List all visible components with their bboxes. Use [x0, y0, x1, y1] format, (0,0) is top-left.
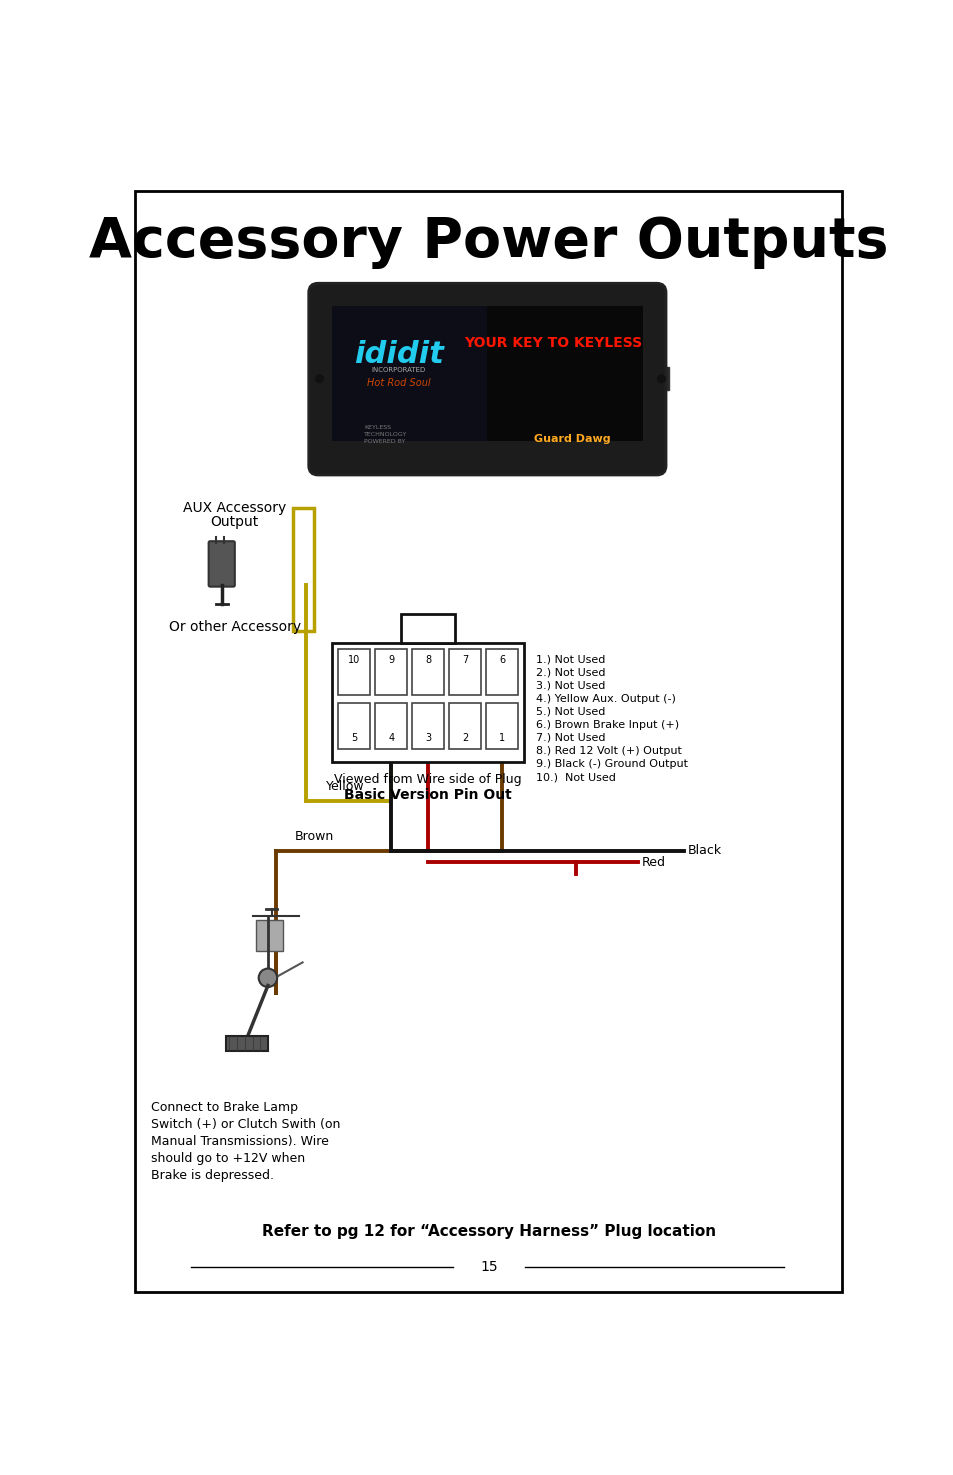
Text: 5: 5 [351, 733, 357, 743]
Bar [312, 367, 327, 391]
FancyBboxPatch shape [209, 541, 234, 587]
Text: Viewed from Wire side of Plug: Viewed from Wire side of Plug [334, 773, 521, 786]
Text: Output: Output [211, 515, 258, 530]
Text: Hot Rod Soul: Hot Rod Soul [367, 379, 430, 388]
Bar [400, 614, 455, 643]
Text: 2: 2 [461, 733, 468, 743]
Bar [225, 1035, 268, 1052]
Circle shape [315, 375, 323, 382]
Text: 4: 4 [388, 733, 394, 743]
Text: 9: 9 [388, 655, 394, 665]
Text: ididit: ididit [354, 339, 443, 369]
Text: AUX Accessory: AUX Accessory [183, 502, 286, 515]
Text: should go to +12V when: should go to +12V when [151, 1152, 305, 1165]
Bar [375, 704, 407, 749]
Text: 7: 7 [461, 655, 468, 665]
Text: Manual Transmissions). Wire: Manual Transmissions). Wire [151, 1134, 329, 1148]
Bar [293, 507, 314, 631]
Bar [412, 649, 444, 695]
Text: KEYLESS
TECHNOLOGY
POWERED BY: KEYLESS TECHNOLOGY POWERED BY [364, 425, 407, 444]
Text: Red: Red [640, 855, 664, 869]
Bar [412, 704, 444, 749]
Text: 1: 1 [498, 733, 504, 743]
Text: Or other Accessory: Or other Accessory [169, 621, 300, 634]
Text: 3.) Not Used: 3.) Not Used [536, 680, 604, 690]
Text: Basic Version Pin Out: Basic Version Pin Out [344, 788, 512, 801]
Text: 1.) Not Used: 1.) Not Used [536, 655, 604, 664]
Text: Connect to Brake Lamp: Connect to Brake Lamp [151, 1100, 297, 1114]
Text: 3: 3 [425, 733, 431, 743]
Text: 15: 15 [479, 1260, 497, 1273]
Bar [449, 649, 480, 695]
Bar [653, 367, 668, 391]
Text: 10.)  Not Used: 10.) Not Used [536, 773, 615, 782]
Bar [337, 649, 370, 695]
Text: 6.) Brown Brake Input (+): 6.) Brown Brake Input (+) [536, 720, 679, 730]
Text: 2.) Not Used: 2.) Not Used [536, 668, 605, 677]
Text: 9.) Black (-) Ground Output: 9.) Black (-) Ground Output [536, 760, 687, 768]
FancyBboxPatch shape [309, 283, 665, 475]
Text: Refer to pg 12 for “Accessory Harness” Plug location: Refer to pg 12 for “Accessory Harness” P… [261, 1224, 716, 1239]
Text: 8: 8 [425, 655, 431, 665]
Text: Brown: Brown [294, 830, 334, 844]
Bar [375, 649, 407, 695]
Text: Accessory Power Outputs: Accessory Power Outputs [89, 215, 888, 270]
Bar [332, 307, 642, 441]
Text: YOUR KEY TO KEYLESS: YOUR KEY TO KEYLESS [463, 335, 641, 350]
Bar [256, 920, 283, 951]
Text: 8.) Red 12 Volt (+) Output: 8.) Red 12 Volt (+) Output [536, 746, 681, 757]
Text: Brake is depressed.: Brake is depressed. [151, 1168, 274, 1181]
Text: 6: 6 [498, 655, 504, 665]
Text: 5.) Not Used: 5.) Not Used [536, 707, 604, 717]
Text: 10: 10 [348, 655, 360, 665]
Circle shape [258, 969, 277, 987]
Text: 4.) Yellow Aux. Output (-): 4.) Yellow Aux. Output (-) [536, 693, 675, 704]
Text: Guard Dawg: Guard Dawg [534, 434, 610, 444]
Bar [332, 643, 524, 763]
Text: Switch (+) or Clutch Swith (on: Switch (+) or Clutch Swith (on [151, 1118, 340, 1131]
Bar [449, 704, 480, 749]
Circle shape [657, 375, 664, 382]
Bar [332, 307, 487, 441]
Text: Black: Black [687, 844, 721, 857]
Bar [485, 704, 517, 749]
Text: INCORPORATED: INCORPORATED [372, 366, 425, 373]
Bar [337, 704, 370, 749]
Text: 7.) Not Used: 7.) Not Used [536, 733, 605, 743]
Bar [485, 649, 517, 695]
Text: Yellow: Yellow [325, 780, 364, 794]
